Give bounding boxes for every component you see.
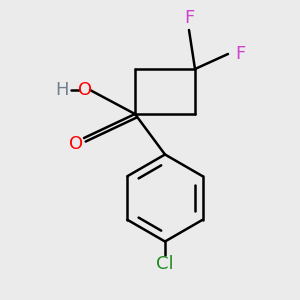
Text: F: F xyxy=(184,9,194,27)
Text: H: H xyxy=(55,81,68,99)
Text: Cl: Cl xyxy=(156,255,174,273)
Text: O: O xyxy=(69,135,84,153)
Text: O: O xyxy=(78,81,93,99)
Text: F: F xyxy=(235,45,245,63)
